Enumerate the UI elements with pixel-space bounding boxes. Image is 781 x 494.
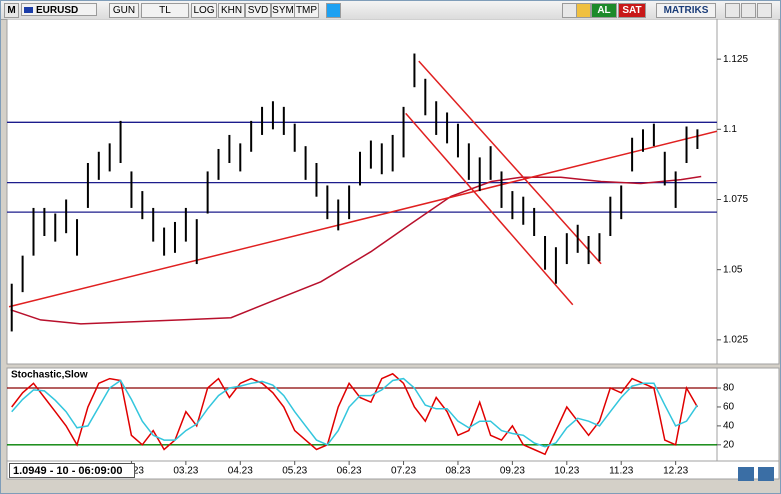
stoch-title: Stochastic,Slow: [11, 370, 88, 381]
button[interactable]: SVD: [245, 3, 271, 18]
x-tick-label: 09.23: [500, 466, 525, 477]
nav-icon[interactable]: [738, 467, 754, 481]
x-tick-label: 06.23: [337, 466, 362, 477]
button[interactable]: KHN: [218, 3, 245, 18]
x-tick-label: 04.23: [228, 466, 253, 477]
y-tick-label: 80: [723, 383, 735, 394]
x-tick-label: 07.23: [391, 466, 416, 477]
chart-icon[interactable]: [562, 3, 577, 18]
trendline: [8, 130, 717, 308]
refresh-icon[interactable]: [576, 3, 591, 18]
price-axis: [716, 19, 780, 365]
twitter-icon[interactable]: [326, 3, 341, 18]
x-tick-label: 03.23: [173, 466, 198, 477]
button[interactable]: SYM: [271, 3, 295, 18]
brand: MATRIKS: [656, 3, 716, 18]
toolbar: M EURUSD GUN TL LOG KHN SVD SYM TMP AL S…: [1, 1, 780, 20]
stoch-panel: [6, 367, 718, 462]
cursor-readout: 1.0949 - 10 - 06:09:00: [9, 463, 135, 478]
x-tick-label: 05.23: [282, 466, 307, 477]
button[interactable]: TL: [141, 3, 189, 18]
stoch-line: [11, 377, 699, 448]
button[interactable]: TMP: [294, 3, 319, 18]
trendline: [405, 112, 574, 306]
button[interactable]: GUN: [109, 3, 139, 18]
y-tick-label: 1.125: [723, 54, 748, 65]
nav-icon[interactable]: [758, 467, 774, 481]
chart: Stochastic,Slow 02.2303.2304.2305.2306.2…: [6, 19, 780, 481]
app-icon[interactable]: M: [4, 3, 19, 18]
x-tick-label: 12.23: [663, 466, 688, 477]
y-tick-label: 20: [723, 439, 735, 450]
y-tick-label: 40: [723, 421, 735, 432]
y-tick-label: 1.075: [723, 194, 748, 205]
trendline: [418, 60, 602, 265]
y-tick-label: 1.05: [723, 264, 743, 275]
close[interactable]: [757, 3, 772, 18]
button[interactable]: LOG: [191, 3, 217, 18]
x-tick-label: 11.23: [609, 466, 634, 477]
flag: [24, 7, 33, 13]
stoch-axis: [716, 367, 780, 462]
sell-button[interactable]: SAT: [618, 3, 646, 18]
x-tick-label: 10.23: [554, 466, 579, 477]
symbol[interactable]: EURUSD: [21, 3, 97, 16]
x-tick-label: 08.23: [445, 466, 470, 477]
y-tick-label: 1.1: [723, 124, 737, 135]
y-tick-label: 1.025: [723, 334, 748, 345]
time-axis: [6, 460, 780, 480]
moving-average: [10, 175, 702, 325]
price-panel: [6, 19, 718, 365]
buy-button[interactable]: AL: [591, 3, 617, 18]
y-tick-label: 60: [723, 402, 735, 413]
stoch-line: [11, 372, 699, 456]
minimize[interactable]: [725, 3, 740, 18]
maximize[interactable]: [741, 3, 756, 18]
